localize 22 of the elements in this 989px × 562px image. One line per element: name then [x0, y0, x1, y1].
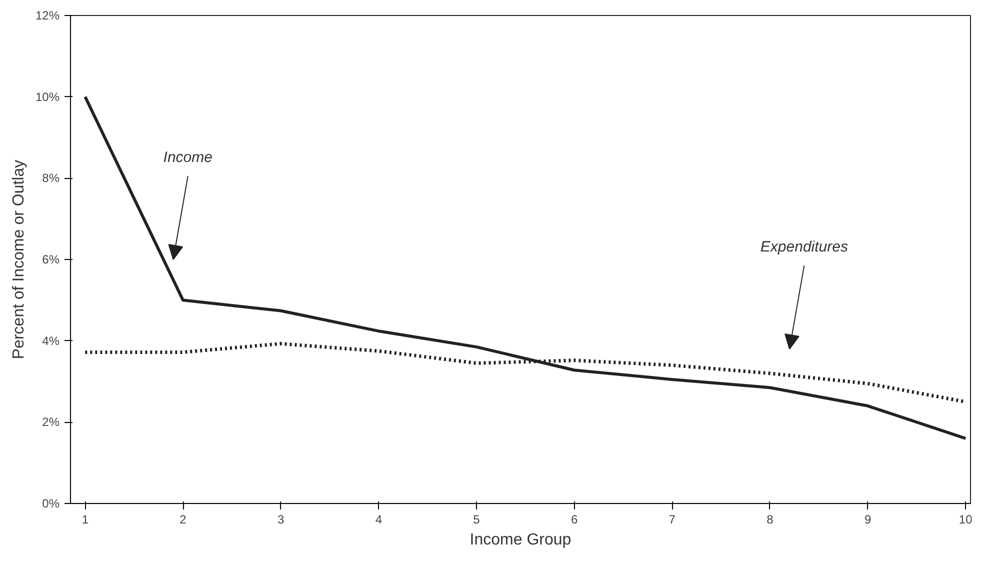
- y-tick-label: 2%: [42, 415, 60, 430]
- x-axis-title: Income Group: [470, 532, 572, 548]
- x-tick-label: 6: [570, 512, 578, 526]
- x-tick-label: 2: [180, 512, 187, 526]
- x-tick-label: 9: [864, 512, 872, 526]
- x-tick-label: 5: [473, 512, 480, 526]
- y-tick-label: 8%: [42, 171, 60, 186]
- text: Income: [163, 148, 212, 166]
- y-axis-title: Percent of Income or Outlay: [10, 160, 28, 360]
- y-tick-label: 4%: [42, 334, 60, 348]
- text: Expenditures: [760, 238, 848, 256]
- x-tick-label: 7: [668, 512, 676, 526]
- x-tick-label: 3: [277, 512, 284, 526]
- x-tick-label: 10: [958, 512, 973, 526]
- line-series: [84, 95, 968, 440]
- x-tick-label: 1: [82, 512, 89, 526]
- x-tick-label: 8: [766, 512, 774, 526]
- y-tick-label: 12%: [35, 8, 60, 22]
- y-tick-label: 6%: [42, 252, 60, 266]
- x-tick-label: 4: [375, 512, 382, 526]
- y-tick-label: 10%: [35, 90, 60, 104]
- y-tick-label: 0%: [42, 496, 60, 510]
